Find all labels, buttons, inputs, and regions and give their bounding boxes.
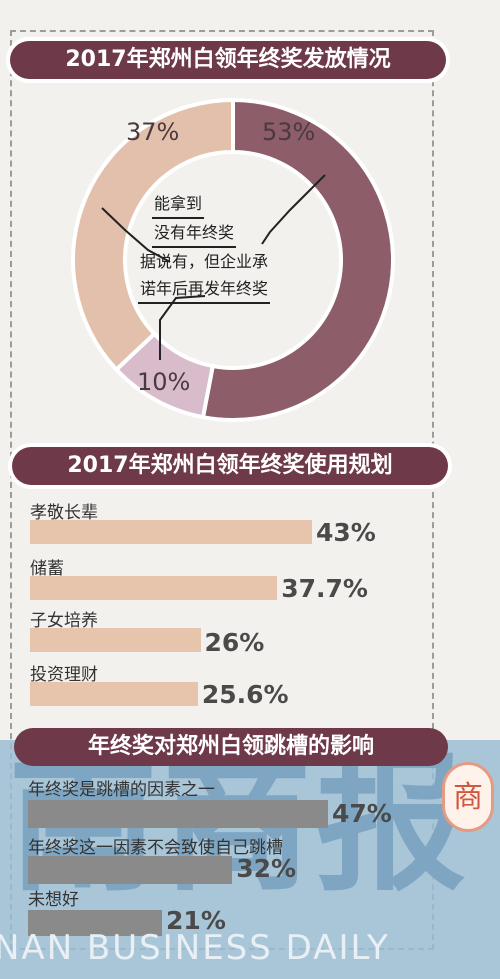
bar2-label-3: 子女培养 bbox=[30, 611, 98, 631]
donut-slice-2 bbox=[71, 97, 235, 373]
donut-label-small: 10% bbox=[137, 368, 191, 396]
chart2-title: 2017年郑州白领年终奖使用规划 bbox=[12, 447, 448, 485]
leader-line-2 bbox=[101, 207, 171, 263]
center-label-4: 诺年后再发年终奖 bbox=[138, 275, 271, 304]
donut-label-large: 53% bbox=[262, 118, 316, 146]
donut-center-labels: 能拿到 没有年终奖 据说有，但企业承 诺年后再发年终奖 bbox=[138, 190, 338, 304]
watermark-english: NAN BUSINESS DAILY bbox=[0, 928, 390, 968]
bar2-3 bbox=[30, 628, 201, 652]
bar2-value-4: 25.6% bbox=[201, 680, 289, 709]
bar2-label-4: 投资理财 bbox=[30, 665, 98, 685]
bar3-label-1: 年终奖是跳槽的因素之一 bbox=[28, 780, 215, 800]
bar3-value-2: 32% bbox=[236, 854, 297, 883]
center-label-2: 没有年终奖 bbox=[152, 219, 237, 248]
bar2-1 bbox=[30, 520, 312, 544]
chart1-title: 2017年郑州白领年终奖发放情况 bbox=[10, 41, 446, 79]
donut-slice-1 bbox=[200, 97, 395, 422]
center-label-1: 能拿到 bbox=[152, 190, 205, 219]
bar2-2 bbox=[30, 576, 278, 600]
bar3-3 bbox=[28, 910, 163, 936]
bar2-label-2: 储蓄 bbox=[30, 559, 64, 579]
leader-line-3 bbox=[159, 295, 206, 360]
bar2-label-1: 孝敬长辈 bbox=[30, 503, 98, 523]
bar2-value-3: 26% bbox=[204, 628, 265, 657]
bar3-value-1: 47% bbox=[332, 799, 392, 828]
bar3-label-3: 未想好 bbox=[28, 890, 79, 910]
bar3-value-3: 21% bbox=[166, 906, 226, 935]
bar3-1 bbox=[28, 800, 328, 828]
bar3-2 bbox=[28, 856, 233, 884]
bar3-label-2: 年终奖这一因素不会致使自己跳槽 bbox=[28, 838, 283, 858]
bar2-4 bbox=[30, 682, 198, 706]
chart3-title: 年终奖对郑州白领跳槽的影响 bbox=[14, 728, 448, 766]
leader-line-1 bbox=[261, 174, 326, 245]
center-label-3: 据说有，但企业承 bbox=[140, 252, 269, 271]
bar2-value-2: 37.7% bbox=[281, 574, 368, 603]
seal-logo: 商 bbox=[442, 762, 494, 832]
donut-label-medium: 37% bbox=[126, 118, 180, 146]
bar2-value-1: 43% bbox=[316, 518, 376, 547]
